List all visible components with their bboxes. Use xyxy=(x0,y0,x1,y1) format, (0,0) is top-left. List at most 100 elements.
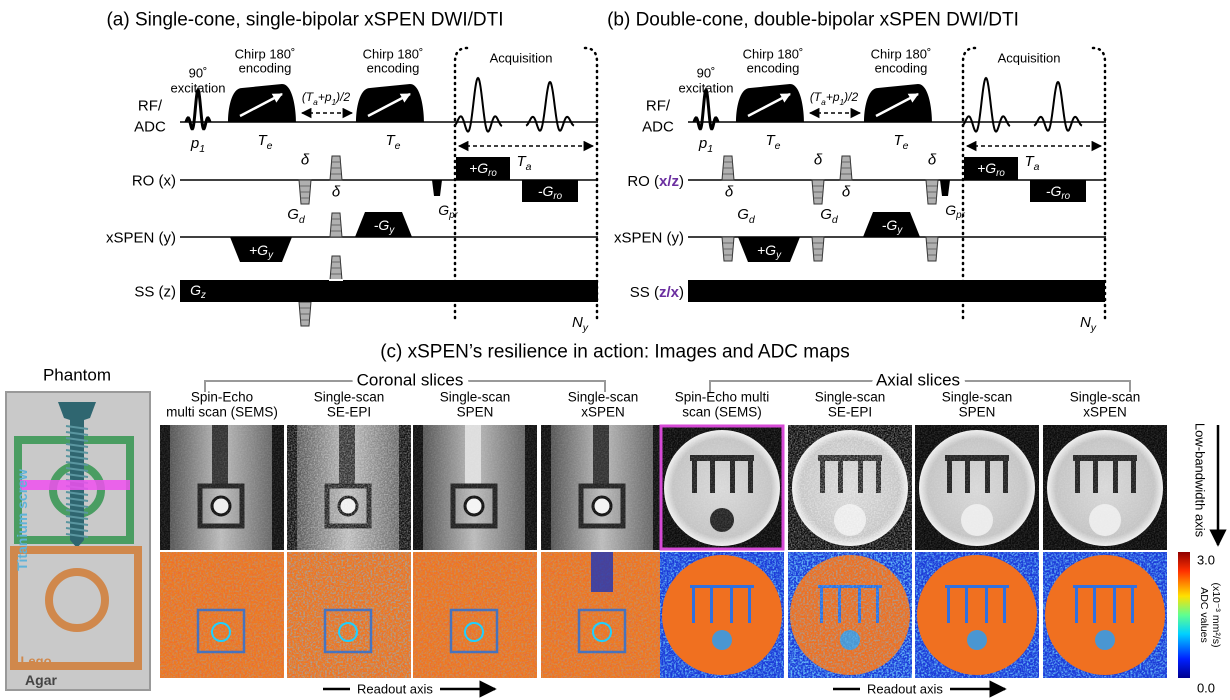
label: Single-scan xyxy=(1070,390,1141,405)
row-label: RO (x/z) xyxy=(627,173,684,190)
label-part: G xyxy=(737,206,749,223)
adc-void xyxy=(967,630,987,650)
row-label: xSPEN (y) xyxy=(614,230,684,247)
label: 90˚ xyxy=(189,66,208,81)
adc-comb-tooth xyxy=(947,585,950,623)
row-label: RF/ xyxy=(646,98,671,115)
noise xyxy=(160,425,284,550)
echo-signal xyxy=(454,78,502,132)
label-part: d xyxy=(749,214,756,226)
label-part: G xyxy=(287,206,299,223)
row-label: RF/ xyxy=(138,98,163,115)
adc-comb-tooth xyxy=(965,585,968,623)
label: Te xyxy=(893,132,908,153)
adc-comb-tooth xyxy=(730,585,733,623)
label-part: N xyxy=(1080,314,1091,331)
label: excitation xyxy=(171,81,226,96)
adc-disc xyxy=(662,555,782,675)
label-part: +G xyxy=(469,160,488,176)
label-part: ro xyxy=(1061,191,1070,202)
label-part: e xyxy=(775,140,781,152)
label-part: x/z xyxy=(659,173,679,190)
label: Te xyxy=(765,132,780,153)
label: encoding xyxy=(367,61,420,76)
label-part: pr xyxy=(448,210,458,221)
adc-comb xyxy=(690,585,754,588)
label: Chirp 180˚ xyxy=(363,47,424,62)
label: Titanium screw xyxy=(14,469,30,571)
noise xyxy=(1043,425,1167,550)
label: Gd xyxy=(820,206,839,227)
label: xSPEN xyxy=(581,405,625,420)
label: δ xyxy=(332,184,341,201)
panel-title: (c) xSPEN’s resilience in action: Images… xyxy=(380,342,850,363)
label: SE-EPI xyxy=(828,405,872,420)
label: Acquisition xyxy=(490,51,553,66)
label-part: +G xyxy=(977,160,996,176)
label: scan (SEMS) xyxy=(682,405,762,420)
label: ADC values xyxy=(1198,587,1210,642)
excitation-pulse xyxy=(186,90,210,129)
row-label: xSPEN (y) xyxy=(106,230,176,247)
label: (x10⁻³ mm²/s) xyxy=(1210,582,1222,647)
label-part: e xyxy=(903,140,909,152)
chirp-pulse xyxy=(736,84,804,122)
label: encoding xyxy=(875,61,928,76)
label-part: )/2 xyxy=(842,90,858,104)
noise xyxy=(660,425,784,550)
adc-comb-tooth xyxy=(1075,585,1078,623)
noise xyxy=(541,425,665,550)
label-part: e xyxy=(395,140,401,152)
slice-gradient xyxy=(688,280,1105,302)
adc-stem xyxy=(591,552,613,592)
label: δ xyxy=(725,184,734,201)
label: Ny xyxy=(572,314,589,335)
label-part: -G xyxy=(1046,183,1062,199)
label: encoding xyxy=(239,61,292,76)
label: SPEN xyxy=(457,405,494,420)
label: Spin-Echo multi xyxy=(675,390,770,405)
adc-comb-tooth xyxy=(1113,585,1116,623)
adc-disc xyxy=(1045,555,1165,675)
adc-comb-tooth xyxy=(1131,585,1134,623)
label-part: 1 xyxy=(199,143,205,155)
adc-comb xyxy=(945,585,1009,588)
label: xSPEN xyxy=(1083,405,1127,420)
label-part: p xyxy=(698,135,707,152)
adc-disc xyxy=(917,555,1037,675)
adc-comb-tooth xyxy=(692,585,695,623)
adc-void xyxy=(712,630,732,650)
label: Single-scan xyxy=(314,390,385,405)
noise xyxy=(160,552,284,678)
label-part: ) xyxy=(679,284,684,301)
label-part: RO ( xyxy=(627,173,659,190)
label-part: a xyxy=(1034,161,1040,173)
label: Te xyxy=(385,132,400,153)
label: 0.0 xyxy=(1197,681,1215,696)
adc-void xyxy=(1095,630,1115,650)
label-part: G xyxy=(820,206,832,223)
label: Chirp 180˚ xyxy=(871,47,932,62)
label-part: z/x xyxy=(659,284,680,301)
label: Agar xyxy=(25,672,57,688)
slice-marker xyxy=(20,480,130,490)
label-part: G xyxy=(190,282,201,298)
label-part: -G xyxy=(882,217,898,233)
row-label: SS (z) xyxy=(134,284,176,301)
noise xyxy=(287,425,411,550)
label: Gd xyxy=(737,206,756,227)
noise xyxy=(287,552,411,678)
figure: (a) Single-cone, single-bipolar xSPEN DW… xyxy=(0,0,1230,700)
label: Te xyxy=(257,132,272,153)
label-part: d xyxy=(832,214,839,226)
label: Ta xyxy=(1024,153,1039,174)
label: excitation xyxy=(679,81,734,96)
label-part: +p xyxy=(318,90,332,104)
chirp-pulse xyxy=(356,84,424,122)
label-part: ro xyxy=(488,168,497,179)
noise xyxy=(413,425,537,550)
label: Single-scan xyxy=(568,390,639,405)
label-part: -G xyxy=(538,183,554,199)
colorbar xyxy=(1178,552,1190,678)
label-part: G xyxy=(438,202,449,218)
